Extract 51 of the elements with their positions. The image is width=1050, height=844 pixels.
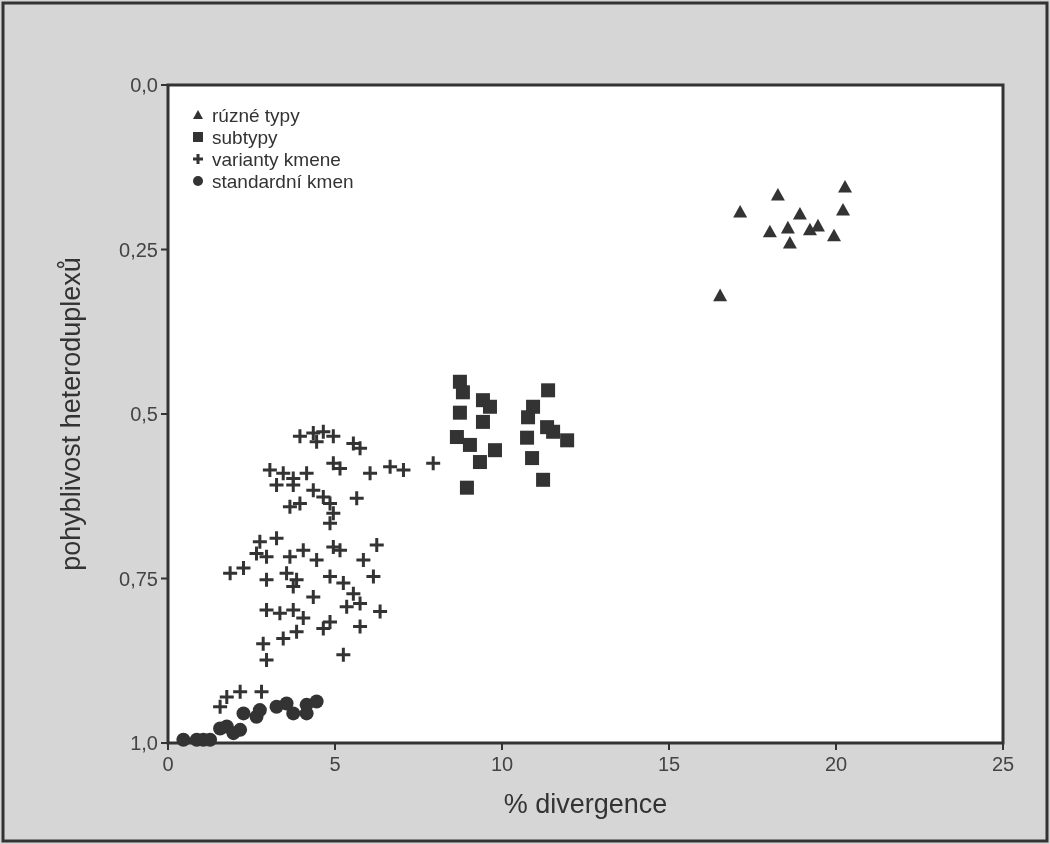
point xyxy=(762,224,777,238)
point xyxy=(462,437,477,452)
point xyxy=(452,405,467,420)
point xyxy=(520,430,535,445)
y-tick-label: 0,0 xyxy=(130,74,158,96)
point xyxy=(233,722,248,737)
point xyxy=(838,179,853,193)
point xyxy=(792,206,807,220)
legend-label: rúzné typy xyxy=(212,105,301,126)
point xyxy=(279,696,294,711)
x-tick-label: 20 xyxy=(824,753,848,775)
point xyxy=(836,203,851,216)
point xyxy=(770,187,785,201)
x-tick-label: 5 xyxy=(329,753,341,775)
point xyxy=(487,443,502,458)
point xyxy=(455,385,470,400)
point xyxy=(560,433,575,448)
point xyxy=(309,694,324,709)
legend-label: varianty kmene xyxy=(212,149,341,170)
point xyxy=(472,455,487,470)
y-tick-label: 0,5 xyxy=(130,403,158,425)
point xyxy=(482,399,497,414)
point xyxy=(286,706,301,721)
point xyxy=(475,414,490,429)
point xyxy=(541,383,556,398)
point xyxy=(252,703,267,718)
x-tick-label: 15 xyxy=(657,753,681,775)
point xyxy=(782,235,797,249)
point xyxy=(827,228,841,242)
point xyxy=(459,480,474,495)
point xyxy=(236,706,251,721)
point xyxy=(713,288,728,302)
point xyxy=(780,220,795,234)
legend-label: subtypy xyxy=(212,127,278,148)
y-tick-label: 1,0 xyxy=(130,732,158,754)
x-tick-label: 0 xyxy=(162,753,174,775)
y-tick-label: 0,75 xyxy=(119,567,158,590)
point xyxy=(536,472,551,487)
x-tick-label: 10 xyxy=(490,753,514,775)
point xyxy=(525,451,540,466)
legend-label: standardní kmen xyxy=(212,171,354,192)
point xyxy=(521,410,536,425)
x-tick-label: 25 xyxy=(991,753,1015,775)
point xyxy=(733,204,748,218)
point xyxy=(176,732,191,747)
x-axis-title: % divergence xyxy=(503,789,668,819)
point xyxy=(546,424,561,439)
y-tick-label: 0,25 xyxy=(119,238,158,261)
y-axis-title: pohyblivost heteroduplexů xyxy=(56,257,86,571)
point xyxy=(299,706,314,721)
point xyxy=(449,430,464,445)
